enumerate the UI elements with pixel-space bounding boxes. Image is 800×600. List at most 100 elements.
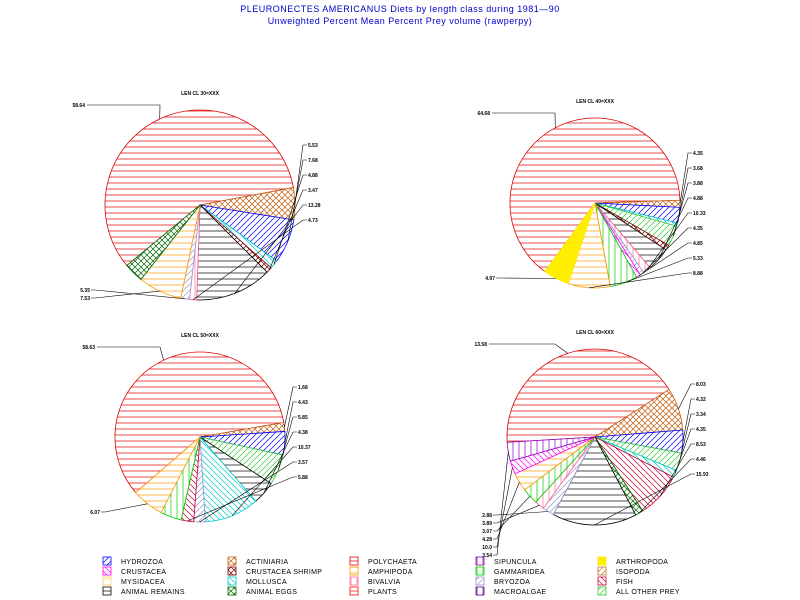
pie-3: LEN CL 50=XXX 58.63 1.68 4.43 5.85 4.38 10.37 3… — [82, 333, 311, 523]
legend-label: POLYCHAETA — [368, 559, 417, 566]
leader-line — [638, 242, 692, 277]
legend-swatch — [475, 566, 485, 576]
data-label: 8.53 — [696, 442, 706, 448]
leader-line — [660, 443, 695, 497]
legend-swatch — [475, 556, 485, 566]
pie-slice-animal-eggs — [126, 204, 201, 280]
data-label: 2.88 — [482, 513, 492, 519]
data-label: 4.28 — [482, 537, 492, 543]
chart-title: PLEURONECTES AMERICANUS Diets by length … — [240, 4, 560, 14]
data-label: 10.37 — [298, 445, 311, 451]
legend-swatch — [597, 576, 607, 586]
leader-line — [273, 174, 307, 265]
legend-swatch — [102, 576, 112, 586]
data-label: 5.85 — [298, 415, 308, 421]
legend-swatch — [227, 576, 237, 586]
legend-item-all-other-prey: ALL OTHER PREY — [597, 586, 680, 596]
leader-line — [641, 227, 692, 275]
data-label: 3.88 — [693, 181, 703, 187]
data-label: 4.35 — [693, 151, 703, 157]
pie-slice-arthropoda — [544, 202, 596, 285]
data-label: 7.68 — [308, 158, 318, 164]
leader-line — [678, 167, 692, 216]
legend-label: ANIMAL REMAINS — [121, 589, 185, 596]
data-label: 13.58 — [474, 342, 487, 348]
data-label: 6.07 — [90, 510, 100, 516]
leader-line — [232, 446, 297, 516]
legend-item-plants: PLANTS — [349, 586, 397, 596]
leader-line — [493, 451, 509, 556]
leader-line — [284, 386, 297, 428]
data-label: 58.64 — [72, 103, 85, 109]
leader-line — [493, 511, 549, 516]
legend-item-sipuncula: SIPUNCULA — [475, 556, 537, 566]
legend-swatch — [349, 586, 359, 596]
legend-swatch — [227, 556, 237, 566]
data-label: 4.73 — [308, 218, 318, 224]
data-label: 10.33 — [693, 211, 706, 217]
data-label: 4.88 — [693, 196, 703, 202]
legend-swatch — [597, 566, 607, 576]
legend-label: AMPHIPODA — [368, 569, 413, 576]
legend-item-isopoda: ISOPODA — [597, 566, 650, 576]
legend-item-fish: FISH — [597, 576, 633, 586]
pie-label: LEN CL 30=XXX — [181, 91, 220, 97]
legend-item-actiniaria: ACTINIARIA — [227, 556, 288, 566]
legend-item-crustacea: CRUSTACEA — [102, 566, 166, 576]
legend-label: FISH — [616, 579, 633, 586]
leader-line — [192, 219, 307, 300]
pie-slice-polychaeta — [114, 351, 285, 494]
data-label: 4.38 — [298, 430, 308, 436]
legend-swatch — [597, 586, 607, 596]
legend-item-crustacea-shrimp: CRUSTACEA SHRIMP — [227, 566, 322, 576]
pie-label: LEN CL 50=XXX — [181, 333, 220, 339]
legend-item-animal-remains: ANIMAL REMAINS — [102, 586, 185, 596]
legend-swatch — [227, 586, 237, 596]
leader-line — [87, 104, 161, 120]
leader-line — [199, 461, 297, 523]
leader-line — [594, 473, 695, 526]
data-label: 4.97 — [485, 276, 495, 282]
legend-swatch — [349, 556, 359, 566]
leader-line — [682, 398, 695, 442]
leader-line — [679, 152, 692, 204]
legend-swatch — [597, 556, 607, 566]
data-label: 58.63 — [82, 345, 95, 351]
legend-label: PLANTS — [368, 589, 397, 596]
legend: HYDROZOA ACTINIARIA POLYCHAETA SIPUNCULA ART… — [102, 556, 680, 596]
pie-slice-amphipoda — [135, 436, 201, 514]
legend-item-amphipoda: AMPHIPODA — [349, 566, 413, 576]
leader-line — [187, 476, 297, 522]
data-label: 8.88 — [693, 271, 703, 277]
legend-item-macroalgae: MACROALGAE — [475, 586, 546, 596]
pie-slice-sipuncula — [506, 436, 596, 462]
leader-line — [284, 401, 297, 444]
data-label: 4.43 — [298, 400, 308, 406]
leader-line — [91, 289, 186, 300]
leader-line — [493, 495, 531, 532]
data-label: 3.47 — [308, 188, 318, 194]
data-label: 10.0 — [482, 545, 492, 551]
legend-label: SIPUNCULA — [494, 559, 537, 566]
data-label: 15.93 — [696, 472, 709, 478]
pie-1: LEN CL 30=XXX 58.64 5.53 7.68 4.88 3.47 13.28 4… — [72, 91, 320, 302]
legend-label: BIVALVIA — [368, 579, 401, 586]
legend-item-gammaridea: GAMMARIDEA — [475, 566, 545, 576]
legend-item-hydrozoa: HYDROZOA — [102, 556, 163, 566]
leader-line — [623, 257, 692, 284]
legend-swatch — [349, 566, 359, 576]
legend-item-bryozoa: BRYOZOA — [475, 576, 530, 586]
leader-line — [492, 112, 556, 128]
leader-line — [658, 197, 692, 260]
leader-line — [638, 458, 695, 514]
leader-line — [489, 343, 568, 354]
data-label: 3.68 — [693, 166, 703, 172]
data-label: 3.89 — [482, 521, 492, 527]
pie-label: LEN CL 60=XXX — [576, 330, 615, 336]
legend-label: GAMMARIDEA — [494, 569, 545, 576]
legend-label: MOLLUSCA — [246, 579, 287, 586]
data-label: 5.53 — [308, 143, 318, 149]
leader-line — [678, 383, 695, 410]
leader-line — [646, 212, 692, 271]
leader-line — [679, 413, 695, 462]
